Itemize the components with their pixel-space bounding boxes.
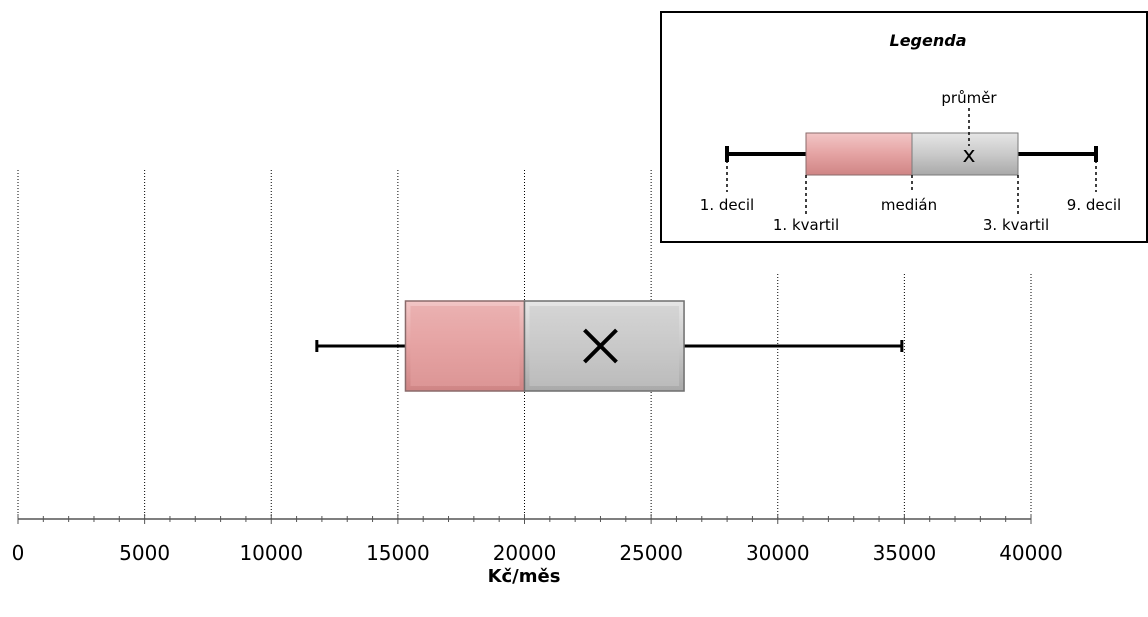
x-tick-label: 15000: [366, 541, 430, 565]
legend-mean-marker: x: [962, 143, 975, 168]
legend-label-decile9: 9. decil: [1067, 196, 1121, 214]
x-tick-label: 5000: [119, 541, 170, 565]
x-tick-label: 0: [12, 541, 25, 565]
legend-label-mean: průměr: [941, 89, 997, 107]
x-tick-label: 35000: [873, 541, 937, 565]
legend-label-quartile1: 1. kvartil: [773, 216, 839, 234]
legend-lower-box: [805, 132, 913, 176]
legend-title: Legenda: [890, 31, 967, 50]
legend-label-quartile3: 3. kvartil: [983, 216, 1049, 234]
upper-box-face: [529, 306, 680, 386]
lower-box-face: [410, 306, 520, 386]
x-axis-title: Kč/měs: [488, 566, 561, 587]
x-tick-label: 20000: [493, 541, 557, 565]
legend: Legenda x průměr 1. decil 1. kvartil med…: [660, 11, 1148, 243]
legend-frame: [660, 11, 1148, 243]
box-series: [315, 300, 904, 392]
mean-marker: [583, 328, 618, 364]
x-tick-label: 25000: [619, 541, 683, 565]
legend-upper-box: [911, 132, 1019, 176]
x-tick-label: 40000: [999, 541, 1063, 565]
legend-label-decile1: 1. decil: [700, 196, 754, 214]
x-axis: 0 5000 10000 15000 20000 25000 30000 35000 40000: [12, 514, 1063, 565]
x-tick-label: 30000: [746, 541, 810, 565]
legend-label-median: medián: [881, 196, 937, 214]
x-tick-label: 10000: [239, 541, 303, 565]
